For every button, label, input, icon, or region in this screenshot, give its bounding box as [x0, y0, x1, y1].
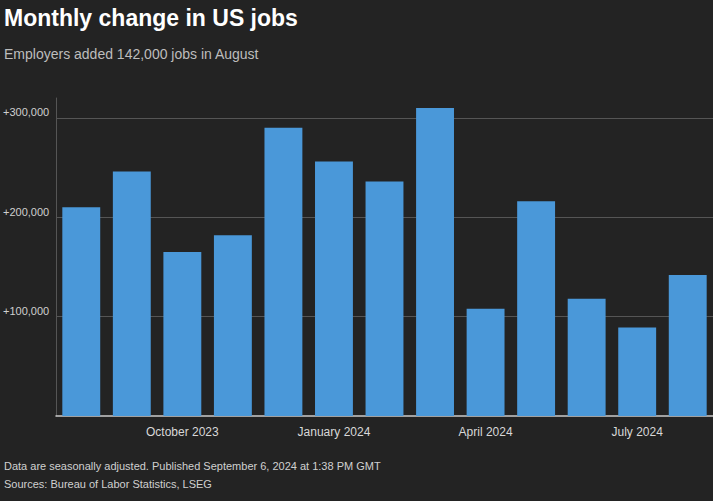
svg-text:July 2024: July 2024 — [612, 425, 664, 439]
svg-text:October 2023: October 2023 — [146, 425, 219, 439]
svg-text:Data are seasonally adjusted.: Data are seasonally adjusted. Published … — [4, 460, 381, 472]
svg-text:+100,000: +100,000 — [3, 305, 49, 317]
svg-text:Employers added 142,000 jobs i: Employers added 142,000 jobs in August — [4, 46, 259, 62]
svg-text:April 2024: April 2024 — [459, 425, 513, 439]
svg-text:Sources: Bureau of Labor Stati: Sources: Bureau of Labor Statistics, LSE… — [4, 478, 212, 490]
svg-text:+200,000: +200,000 — [3, 206, 49, 218]
svg-text:Monthly change in US jobs: Monthly change in US jobs — [4, 5, 298, 31]
svg-text:+300,000: +300,000 — [3, 106, 49, 118]
svg-text:January 2024: January 2024 — [298, 425, 371, 439]
